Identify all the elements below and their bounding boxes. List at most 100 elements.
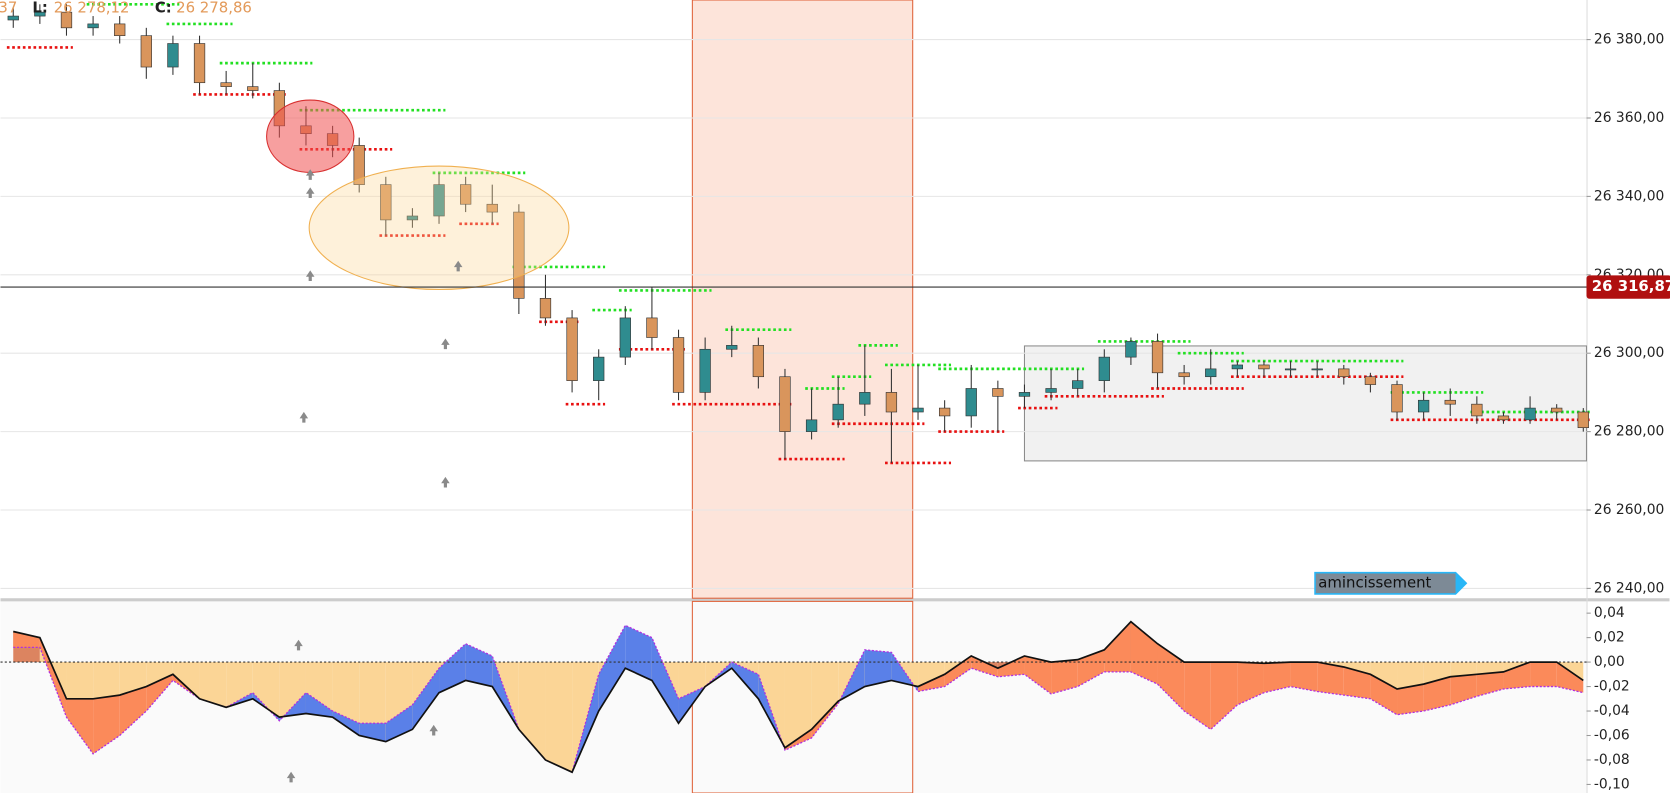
candle-body: [779, 376, 791, 432]
zero-fill: [119, 662, 147, 696]
candle-body: [539, 298, 552, 319]
candle-body: [1338, 368, 1350, 378]
zero-fill: [1476, 662, 1504, 675]
y-tick-label: 0,04: [1594, 605, 1625, 621]
y-tick-label: -0,08: [1594, 752, 1630, 768]
close-value: 26 278,86: [176, 0, 252, 17]
zero-fill: [1370, 662, 1398, 690]
candle-body: [992, 388, 1004, 397]
candle-body: [7, 15, 19, 21]
candle-body: [832, 403, 844, 421]
zero-fill: [918, 662, 945, 687]
y-tick-label: -0,10: [1594, 776, 1630, 792]
header: 37 L: 26 278,12 C: 26 278,86: [0, 0, 252, 17]
last-price-label: 26 316,87: [1592, 277, 1670, 295]
band-fill: [1157, 643, 1185, 712]
candle-body: [140, 35, 152, 68]
candle-body: [566, 317, 578, 381]
range-box: [1023, 345, 1588, 462]
annotation-arrow: [1455, 572, 1467, 594]
band-fill: [1077, 649, 1105, 687]
candle-body: [513, 211, 525, 299]
candle-body: [912, 407, 924, 413]
oscillator-line: [13, 620, 1584, 774]
band-fill: [864, 649, 892, 687]
candle-body: [672, 337, 685, 393]
header-fragment: 37: [0, 0, 17, 17]
candle-body: [1072, 380, 1084, 389]
candle-body: [353, 145, 365, 185]
close-label: C:: [155, 0, 172, 17]
annotation: amincissement: [1314, 571, 1468, 595]
y-tick-label: 26 280,00: [1594, 424, 1664, 440]
candle-body: [486, 203, 498, 213]
y-tick-label: 0,02: [1594, 630, 1625, 646]
candle-body: [380, 184, 392, 221]
candle-body: [1125, 341, 1137, 358]
band-fill: [332, 711, 360, 736]
candle-body: [460, 184, 472, 205]
y-tick-label: 0,00: [1594, 654, 1625, 670]
band-fill: [1104, 621, 1131, 672]
candle-body: [1577, 411, 1589, 429]
candle-body: [699, 348, 711, 393]
band-fill: [66, 698, 94, 754]
band-fill: [39, 637, 67, 718]
candle-body: [1231, 364, 1243, 370]
candle-body: [859, 392, 871, 405]
candle-body: [1551, 407, 1563, 413]
band-fill: [731, 662, 759, 699]
candle-body: [1471, 403, 1483, 417]
band-fill: [1051, 659, 1078, 694]
candle-body: [1311, 368, 1323, 371]
band-fill: [997, 655, 1025, 677]
candle-body: [1524, 407, 1536, 421]
band-fill: [305, 692, 333, 718]
last-price-box: [1586, 275, 1670, 299]
band-fill: [651, 637, 679, 724]
zero-fill: [359, 662, 386, 742]
candle-body: [193, 43, 206, 84]
candle-body: [1391, 384, 1403, 413]
candle-body: [885, 392, 898, 413]
zero-fill: [1397, 662, 1424, 690]
band-fill: [1503, 662, 1531, 690]
candle-body: [1258, 364, 1270, 370]
band-fill: [412, 668, 440, 730]
highlight-circle: [266, 99, 355, 173]
candle-body: [752, 345, 765, 378]
band-fill: [625, 625, 652, 681]
candle-body: [938, 407, 951, 417]
candle-body: [1205, 368, 1217, 378]
band-fill: [1024, 655, 1052, 694]
candle-body: [619, 317, 631, 358]
band-fill: [119, 686, 147, 736]
candle-body: [433, 184, 445, 217]
band-fill: [1317, 662, 1344, 696]
band-fill: [1184, 662, 1211, 730]
band-fill: [598, 625, 626, 712]
zero-fill: [545, 662, 573, 773]
plot: [0, 2, 1590, 774]
band-fill: [439, 643, 466, 693]
candle-body: [60, 11, 73, 29]
zero-fill: [1450, 662, 1477, 677]
candle-body: [1284, 368, 1297, 371]
candle-body: [1098, 356, 1110, 381]
band-fill: [1423, 676, 1451, 712]
candle-body: [593, 356, 605, 381]
candle-body: [646, 317, 658, 338]
candle-body: [1417, 399, 1430, 413]
band-fill: [944, 655, 972, 687]
candle-body: [965, 388, 977, 417]
band-fill: [13, 631, 40, 648]
band-fill: [1370, 674, 1398, 715]
highlight-ellipse: [308, 165, 570, 291]
y-tick-label: 26 360,00: [1594, 110, 1664, 126]
candle-body: [1364, 376, 1377, 385]
zero-fill: [784, 662, 812, 748]
grid: [0, 39, 1587, 589]
zero-fill: [93, 662, 120, 699]
candle-body: [1178, 372, 1190, 378]
